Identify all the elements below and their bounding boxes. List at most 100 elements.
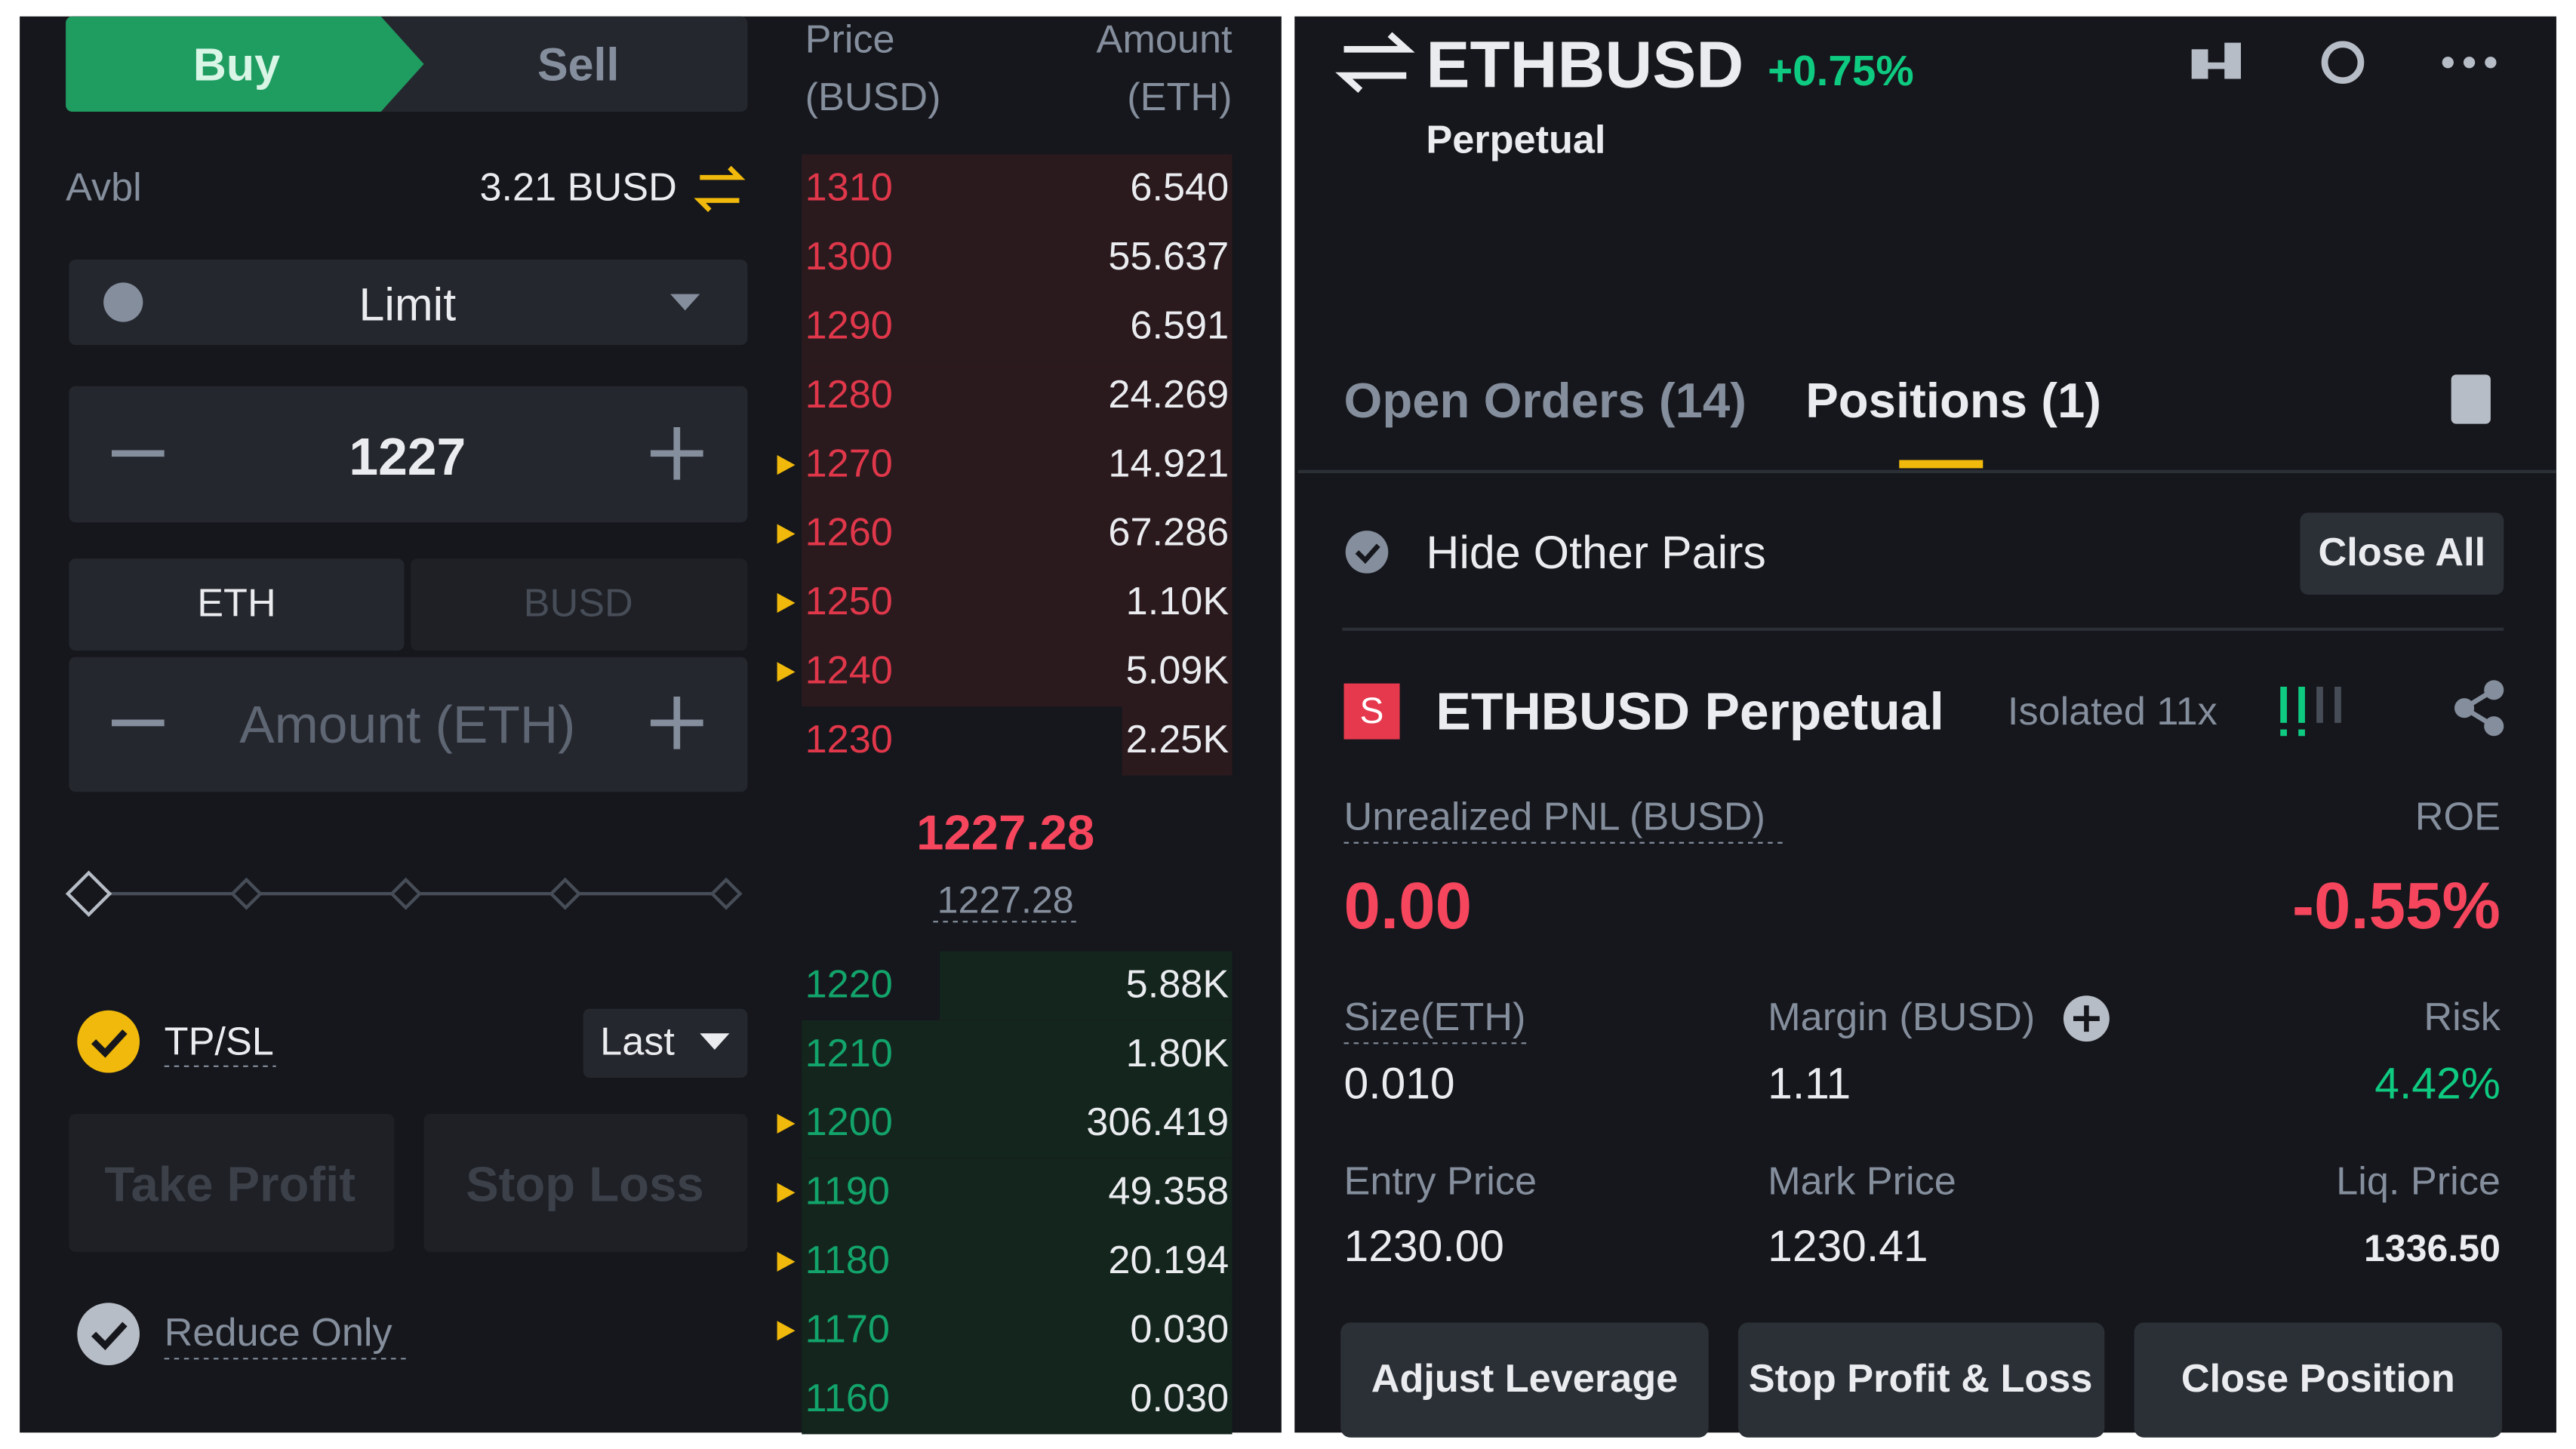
unit-eth[interactable]: [69, 558, 405, 651]
action-buttons[interactable]: [1340, 1322, 2503, 1438]
depth-bar: [802, 1158, 1233, 1228]
depth-bar: [802, 361, 1233, 431]
text: Price: [805, 17, 895, 63]
amount-input[interactable]: [69, 657, 748, 792]
price: 1160: [805, 1377, 890, 1422]
amount: 67.286: [1108, 511, 1230, 555]
text: Stop Loss: [466, 1158, 704, 1213]
text: 4.42%: [2374, 1059, 2501, 1109]
depth-bar: [1122, 706, 1233, 776]
slider: [65, 870, 743, 918]
text: Adjust Leverage: [1371, 1357, 1679, 1401]
text: 1230.00: [1343, 1221, 1505, 1271]
dashed-underlines: [164, 841, 1784, 1360]
text: 1227.28: [916, 806, 1095, 861]
text: Limit: [359, 279, 457, 331]
text: 0.010: [1343, 1059, 1455, 1109]
depth-bar: [802, 499, 1233, 569]
tpsl-checkbox[interactable]: [77, 1010, 140, 1073]
text: (BUSD): [805, 75, 941, 120]
close-all-button[interactable]: [2300, 512, 2504, 595]
depth-bar: [802, 292, 1233, 361]
text: Buy: [192, 39, 281, 91]
price: 1270: [805, 441, 893, 487]
text: 1230.41: [1768, 1221, 1928, 1271]
text: -0.55%: [2292, 870, 2501, 943]
price: 1180: [805, 1238, 890, 1284]
depth-bar: [802, 1227, 1233, 1297]
depth-bar: [802, 223, 1233, 293]
price: 1210: [805, 1032, 893, 1076]
header-icons[interactable]: [2191, 41, 2497, 85]
take-profit-input[interactable]: [69, 1113, 395, 1252]
amount: 1.10K: [1125, 580, 1230, 625]
amount: 306.419: [1086, 1100, 1230, 1146]
hide-pairs-check[interactable]: [1345, 531, 1389, 574]
text: +0.75%: [1768, 45, 1914, 96]
text: Open Orders (14): [1343, 374, 1747, 429]
text: Take Profit: [104, 1158, 356, 1213]
price: 1200: [805, 1100, 893, 1146]
text: Isolated 11x: [2007, 690, 2217, 735]
text: 1.11: [1768, 1059, 1851, 1109]
row-marker: [777, 1321, 796, 1341]
info-icon: [103, 282, 143, 322]
row-marker: [777, 524, 796, 544]
swap-arrows: [1335, 32, 1415, 93]
amount: 2.25K: [1125, 718, 1230, 763]
row-marker: [777, 592, 796, 613]
price: 1190: [805, 1169, 890, 1214]
row-marker: [777, 1113, 796, 1134]
text: Stop Profit & Loss: [1748, 1357, 2093, 1401]
swap-icon: [694, 165, 746, 212]
amount: 6.591: [1130, 303, 1230, 349]
share-icon[interactable]: [2454, 680, 2504, 737]
buy-tab[interactable]: [66, 16, 424, 112]
text: (ETH): [1127, 75, 1233, 120]
amount: 0.030: [1130, 1307, 1230, 1352]
text: S: [1359, 690, 1384, 731]
reduce-only-checkbox[interactable]: [77, 1303, 140, 1366]
text: Positions (1): [1805, 374, 2102, 429]
amount: 49.358: [1108, 1169, 1230, 1214]
depth-bar: [802, 154, 1233, 224]
depth-bar: [802, 1020, 1233, 1090]
depth-bar: [802, 430, 1233, 500]
text: Margin (BUSD): [1768, 995, 2036, 1040]
row-marker: [777, 662, 796, 682]
depth-bar: [802, 1296, 1233, 1366]
text: ETH: [197, 581, 276, 626]
price: 1280: [805, 373, 893, 417]
text: Hide Other Pairs: [1426, 527, 1766, 579]
amount: 5.09K: [1125, 648, 1230, 694]
unit-busd[interactable]: [411, 558, 748, 651]
text: Close All: [2318, 531, 2486, 575]
tab-indicator: [1899, 460, 1984, 469]
text: 3.21 BUSD: [479, 165, 677, 211]
row-marker: [777, 455, 796, 475]
text: Avbl: [66, 165, 142, 211]
text: Amount (ETH): [239, 694, 576, 755]
text: Reduce Only: [164, 1311, 392, 1355]
row-marker: [777, 1251, 796, 1272]
price-input[interactable]: [69, 386, 748, 523]
order-type-select[interactable]: [69, 259, 748, 346]
text: Risk: [2424, 995, 2501, 1040]
depth-bar: [802, 1089, 1233, 1158]
history-icon[interactable]: [2451, 374, 2491, 424]
text: ETHBUSD: [1426, 29, 1744, 102]
price: 1230: [805, 718, 893, 763]
text: Liq. Price: [2336, 1159, 2501, 1204]
depth-bar: [802, 637, 1233, 707]
text: Size(ETH): [1343, 995, 1526, 1040]
position-panel: [1294, 16, 2556, 1433]
side-badge: [1343, 683, 1400, 740]
stop-loss-input[interactable]: [423, 1113, 748, 1252]
risk-bars: [2280, 686, 2341, 737]
text: Amount: [1096, 17, 1233, 63]
depth-bar: [802, 568, 1233, 638]
depth-bar: [940, 951, 1233, 1020]
text: ETHBUSD Perpetual: [1436, 681, 1944, 741]
